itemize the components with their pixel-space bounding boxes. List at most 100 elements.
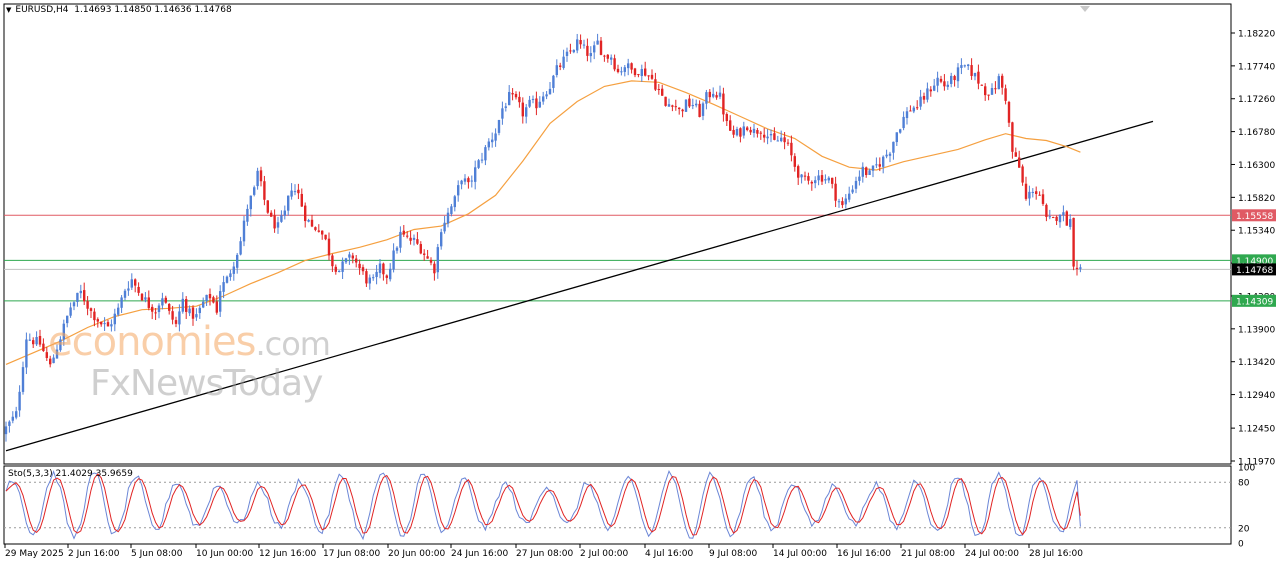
candle[interactable] — [287, 195, 290, 216]
candle[interactable] — [514, 91, 518, 100]
candle[interactable] — [525, 104, 528, 124]
candle[interactable] — [644, 61, 647, 77]
candle[interactable] — [443, 215, 446, 234]
candle[interactable] — [304, 202, 307, 228]
candle[interactable] — [905, 107, 909, 125]
candle[interactable] — [344, 257, 348, 265]
candle[interactable] — [939, 75, 943, 84]
candle[interactable] — [946, 81, 949, 90]
candle[interactable] — [1065, 210, 1068, 226]
candle[interactable] — [899, 128, 902, 134]
candle[interactable] — [314, 226, 317, 232]
candle[interactable] — [368, 274, 371, 290]
candle[interactable] — [389, 263, 392, 282]
candle[interactable] — [569, 43, 572, 54]
candle[interactable] — [878, 157, 881, 172]
candle[interactable] — [664, 96, 667, 107]
candle[interactable] — [307, 218, 310, 223]
candle[interactable] — [933, 78, 936, 92]
candle[interactable] — [140, 292, 144, 302]
candle[interactable] — [640, 64, 643, 82]
candle[interactable] — [610, 54, 613, 66]
candle[interactable] — [93, 308, 96, 327]
candle[interactable] — [851, 185, 854, 194]
candle[interactable] — [467, 176, 470, 189]
candle[interactable] — [766, 129, 769, 145]
candle[interactable] — [487, 138, 490, 151]
candle[interactable] — [32, 337, 35, 349]
candle[interactable] — [827, 176, 830, 184]
candle[interactable] — [38, 329, 42, 347]
candle[interactable] — [253, 185, 256, 197]
candle[interactable] — [419, 241, 422, 255]
candle[interactable] — [997, 73, 1000, 90]
candle[interactable] — [956, 63, 960, 88]
candle[interactable] — [528, 95, 531, 108]
candle[interactable] — [783, 132, 786, 150]
candle[interactable] — [926, 82, 929, 103]
candle[interactable] — [786, 139, 790, 146]
candle[interactable] — [984, 83, 987, 101]
candle[interactable] — [55, 344, 59, 359]
candle[interactable] — [79, 284, 82, 299]
candle[interactable] — [460, 179, 463, 190]
candle[interactable] — [164, 295, 167, 304]
candle[interactable] — [205, 294, 208, 307]
candle[interactable] — [538, 96, 541, 108]
candle[interactable] — [494, 128, 497, 147]
candle[interactable] — [463, 174, 467, 185]
candle[interactable] — [1007, 100, 1011, 128]
candle[interactable] — [960, 58, 963, 75]
candle[interactable] — [283, 205, 286, 220]
candle[interactable] — [297, 183, 300, 200]
candle[interactable] — [123, 288, 127, 301]
candle[interactable] — [922, 92, 926, 104]
candle[interactable] — [647, 75, 650, 81]
candle[interactable] — [1021, 164, 1024, 186]
candle[interactable] — [844, 194, 847, 209]
candle[interactable] — [66, 315, 69, 328]
candle[interactable] — [378, 259, 382, 279]
candle[interactable] — [888, 151, 892, 163]
candle[interactable] — [484, 145, 487, 166]
candle[interactable] — [814, 176, 817, 189]
candle[interactable] — [280, 210, 283, 223]
candle[interactable] — [450, 203, 453, 217]
candle[interactable] — [137, 282, 140, 296]
candle[interactable] — [729, 115, 732, 131]
candle[interactable] — [259, 166, 263, 187]
candle[interactable] — [752, 123, 756, 138]
candle[interactable] — [667, 98, 671, 107]
candle[interactable] — [219, 285, 222, 317]
candle[interactable] — [334, 264, 337, 275]
moving-average-line[interactable] — [5, 80, 1081, 365]
candle[interactable] — [1024, 176, 1028, 201]
candle[interactable] — [596, 33, 599, 45]
candle[interactable] — [290, 183, 293, 200]
candle[interactable] — [208, 288, 212, 306]
candle[interactable] — [824, 174, 827, 184]
candle[interactable] — [763, 128, 766, 143]
candle[interactable] — [106, 319, 110, 327]
candle[interactable] — [446, 207, 450, 228]
candle[interactable] — [453, 194, 456, 212]
candle[interactable] — [246, 204, 249, 226]
candle[interactable] — [545, 91, 548, 100]
candle[interactable] — [943, 74, 946, 91]
candle[interactable] — [559, 62, 562, 71]
candle[interactable] — [715, 91, 718, 100]
candle[interactable] — [263, 175, 266, 206]
candle[interactable] — [52, 354, 55, 364]
candle[interactable] — [977, 64, 980, 90]
candle[interactable] — [151, 304, 154, 320]
candle[interactable] — [684, 99, 688, 113]
candle[interactable] — [803, 171, 807, 181]
candle[interactable] — [249, 195, 252, 217]
candle[interactable] — [916, 100, 919, 110]
candle[interactable] — [987, 94, 990, 101]
candle[interactable] — [973, 72, 977, 81]
candle[interactable] — [790, 135, 793, 162]
candle[interactable] — [518, 91, 521, 108]
candle[interactable] — [273, 209, 276, 233]
candle[interactable] — [21, 361, 25, 395]
